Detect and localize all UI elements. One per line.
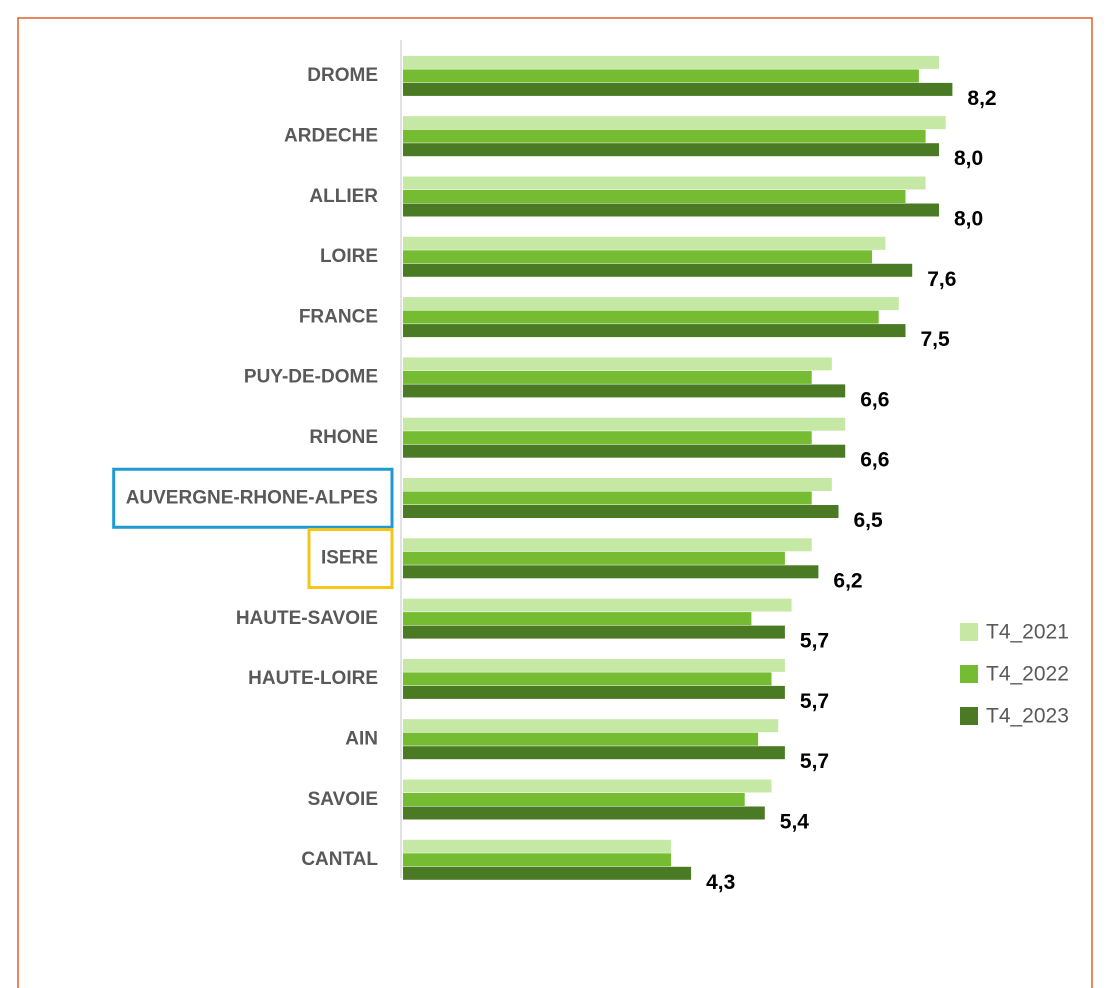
- value-label: 6,5: [854, 509, 884, 532]
- category-label: DROME: [307, 65, 378, 86]
- bar: [403, 203, 939, 217]
- category-label: FRANCE: [299, 306, 378, 327]
- category-label: ARDECHE: [284, 125, 378, 146]
- value-label: 5,7: [800, 750, 829, 773]
- bar: [403, 82, 953, 96]
- bar: [403, 491, 812, 505]
- bar: [403, 793, 745, 806]
- bar: [403, 190, 906, 203]
- bar: [403, 672, 772, 686]
- bar: [403, 565, 819, 579]
- bar: [403, 538, 812, 552]
- category-label: HAUTE-SAVOIE: [236, 608, 378, 629]
- category-label: LOIRE: [320, 246, 378, 267]
- legend-label: T4_2023: [986, 705, 1069, 728]
- bar: [403, 384, 846, 398]
- legend-swatch: [960, 623, 978, 641]
- bar: [403, 116, 946, 130]
- bar: [403, 129, 926, 143]
- category-label: RHONE: [309, 427, 378, 448]
- value-label: 8,0: [954, 147, 983, 170]
- frame: [17, 17, 1093, 988]
- bar: [403, 357, 832, 371]
- bar: [403, 612, 752, 626]
- bar: [403, 250, 872, 264]
- value-label: 6,2: [833, 569, 862, 592]
- bar: [403, 746, 785, 760]
- bar: [403, 625, 785, 639]
- category-label: CANTAL: [301, 849, 378, 870]
- bar: [403, 236, 886, 250]
- bar: [403, 779, 772, 793]
- category-label: SAVOIE: [308, 789, 378, 810]
- legend-swatch: [960, 707, 978, 725]
- category-label: ALLIER: [309, 186, 378, 207]
- legend-label: T4_2022: [986, 663, 1069, 686]
- bar: [403, 55, 939, 69]
- category-label: AUVERGNE-RHONE-ALPES: [126, 487, 378, 508]
- value-label: 7,5: [921, 328, 951, 351]
- bar: [403, 431, 812, 445]
- highlight-box: [112, 467, 394, 529]
- bar: [403, 263, 913, 277]
- bar: [403, 444, 846, 458]
- value-label: 6,6: [860, 388, 889, 411]
- value-label: 5,4: [780, 811, 810, 834]
- legend-label: T4_2021: [986, 621, 1069, 644]
- bar: [403, 176, 926, 190]
- bar: [403, 853, 671, 867]
- bar: [403, 310, 879, 324]
- value-label: 6,6: [860, 449, 889, 472]
- value-label: 7,6: [927, 268, 956, 291]
- value-label: 8,2: [967, 87, 996, 110]
- bar: [403, 806, 765, 820]
- highlight-box: [307, 528, 394, 590]
- bar: [403, 685, 785, 699]
- value-label: 5,7: [800, 630, 829, 653]
- bar: [403, 719, 779, 733]
- value-label: 4,3: [706, 871, 735, 894]
- bar: [403, 505, 839, 518]
- legend-swatch: [960, 665, 978, 683]
- bar: [403, 143, 939, 157]
- bar: [403, 732, 759, 746]
- value-label: 5,7: [800, 690, 829, 713]
- category-label: PUY-DE-DOME: [244, 367, 378, 388]
- category-label: HAUTE-LOIRE: [248, 668, 378, 689]
- bar: [403, 866, 692, 880]
- bar: [403, 370, 812, 384]
- bar: [403, 658, 785, 672]
- bar: [403, 839, 671, 853]
- bar: [403, 69, 919, 83]
- category-label: AIN: [345, 728, 378, 749]
- bar: [403, 598, 792, 612]
- bar: [403, 417, 846, 431]
- category-label: ISERE: [321, 548, 378, 569]
- bar: [403, 297, 899, 311]
- bar: [403, 324, 906, 338]
- bar: [403, 551, 785, 565]
- value-label: 8,0: [954, 208, 983, 231]
- bar: [403, 478, 832, 491]
